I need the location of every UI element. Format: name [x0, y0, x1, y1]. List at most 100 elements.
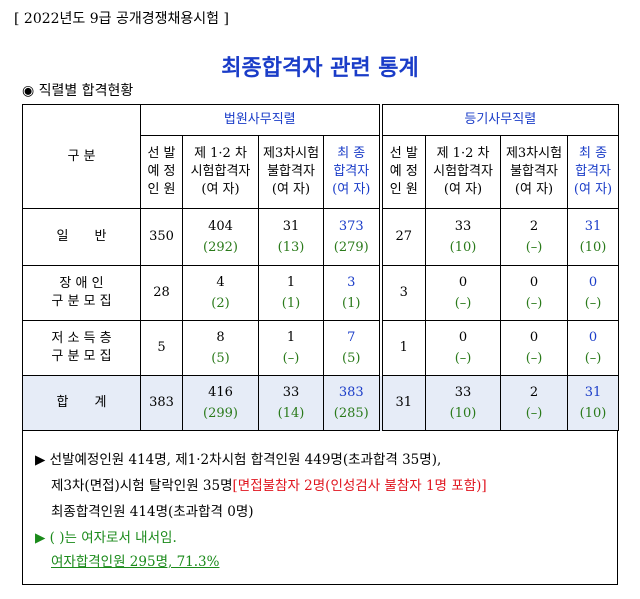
title: 최종합격자 관련 통계 [221, 56, 419, 81]
data-cell: 28 [140, 265, 183, 321]
data-row: 일 반 350 404 (292) 31 (13) 373 (279) 27 33 (10) 2 (–)… [22, 208, 620, 266]
count: 33 [454, 218, 472, 234]
data-cell: 33 (14) [258, 375, 324, 431]
data-cell: 416 (299) [182, 375, 259, 431]
female-count: (1) [281, 295, 301, 311]
note-text: 여자합격인원 295명, 71.3% [51, 554, 220, 570]
female-count: (–) [525, 239, 543, 255]
female-count: (1) [342, 295, 361, 311]
count: 0 [458, 274, 468, 290]
count: 3 [399, 285, 408, 300]
female-count: (5) [211, 350, 230, 366]
count: 2 [529, 384, 539, 400]
data-cell: 0 (–) [425, 265, 502, 321]
data-cell: 33 (10) [425, 208, 502, 266]
note-highlight: [면접불참자 2명(인성검사 불참자 1명 포함)] [232, 478, 487, 494]
female-count: (–) [454, 350, 472, 366]
notes: ▶ 선발예정인원 414명, 제1·2차시험 합격인원 449명(초과합격 35… [22, 430, 618, 585]
data-cell: 33 (10) [425, 375, 502, 431]
female-count: (–) [525, 405, 543, 421]
count: 0 [458, 329, 468, 345]
label-line: 구 분 모 집 [51, 294, 112, 309]
section-title: ◉ 직렬별 합격현황 [22, 83, 134, 99]
header-line: (여 자) [332, 182, 371, 197]
count: 373 [338, 218, 364, 234]
female-count: (5) [342, 350, 361, 366]
female-count: (10) [449, 405, 477, 421]
female-count: (–) [282, 350, 300, 366]
header-line: 불합격자 [267, 164, 315, 179]
female-count: (–) [525, 295, 543, 311]
female-count: (–) [525, 350, 543, 366]
count: 350 [149, 229, 174, 244]
data-cell: 31 (10) [567, 375, 620, 431]
header-line: 합격자 [333, 164, 370, 179]
row-label: 일 반 [22, 208, 141, 266]
count: 3 [347, 274, 356, 290]
data-cell: 4 (2) [182, 265, 259, 321]
header-line: 예 정 [389, 164, 418, 179]
data-cell: 31 [378, 375, 427, 431]
header: [ 2022년도 9급 공개경쟁채용시험 ] [14, 11, 229, 27]
group-header: 등기사무직렬 [378, 104, 620, 136]
count: 31 [395, 395, 413, 410]
female-count: (285) [333, 405, 369, 421]
header-line: 인 원 [389, 182, 418, 197]
note-line: 최종합격인원 414명(초과합격 0명) [51, 500, 254, 520]
data-cell: 2 (–) [500, 208, 569, 266]
column-header: 제 1·2 차 시험합격자 (여 자) [425, 135, 502, 209]
female-count: (292) [203, 239, 238, 255]
female-count: (10) [579, 405, 607, 421]
header-line: 제 1·2 차 [194, 146, 247, 161]
header-line: 예 정 [147, 164, 176, 179]
note-text: 최종합격인원 414명(초과합격 0명) [51, 504, 254, 520]
data-cell: 0 (–) [567, 265, 620, 321]
label-line: 저 소 득 층 [51, 331, 112, 346]
count: 0 [529, 329, 539, 345]
female-count: (–) [454, 295, 472, 311]
data-cell: 5 [140, 320, 183, 376]
count: 1 [286, 274, 296, 290]
header-row: 구 분 법원사무직렬 등기사무직렬 [22, 104, 620, 209]
female-count: (14) [277, 405, 305, 421]
count: 4 [216, 274, 225, 290]
count: 5 [157, 340, 166, 355]
data-cell: 383 (285) [322, 375, 382, 431]
corner-cell: 구 분 [22, 104, 141, 209]
data-cell: 2 (–) [500, 375, 569, 431]
data-cell: 31 (13) [258, 208, 324, 266]
group-header: 법원사무직렬 [139, 104, 382, 136]
count: 31 [584, 218, 602, 234]
data-cell: 404 (292) [182, 208, 259, 266]
count: 416 [208, 384, 233, 400]
header-line: 시험합격자 [433, 164, 493, 179]
data-cell: 7 (5) [322, 320, 382, 376]
header-line: (여 자) [201, 182, 240, 197]
header-line: 최 종 [337, 146, 366, 161]
data-cell: 3 [378, 265, 427, 321]
data-cell: 0 (–) [500, 265, 569, 321]
count: 0 [529, 274, 539, 290]
label-line: 장 애 인 [59, 276, 104, 291]
header-line: 선 발 [389, 146, 418, 161]
data-cell: 0 (–) [500, 320, 569, 376]
data-cell: 8 (5) [182, 320, 259, 376]
data-cell: 383 [140, 375, 183, 431]
data-cell: 0 (–) [567, 320, 620, 376]
note-line: 여자합격인원 295명, 71.3% [51, 550, 219, 570]
data-cell: 0 (–) [425, 320, 502, 376]
data-cell: 350 [140, 208, 183, 266]
column-header: 최 종 합격자 (여 자) [567, 135, 620, 209]
female-count: (2) [211, 295, 230, 311]
female-count: (13) [277, 239, 305, 255]
note-text: ▶ 선발예정인원 414명, 제1·2차시험 합격인원 449명(초과합격 35… [35, 452, 442, 468]
header-line: 제3차시험 [505, 146, 563, 161]
